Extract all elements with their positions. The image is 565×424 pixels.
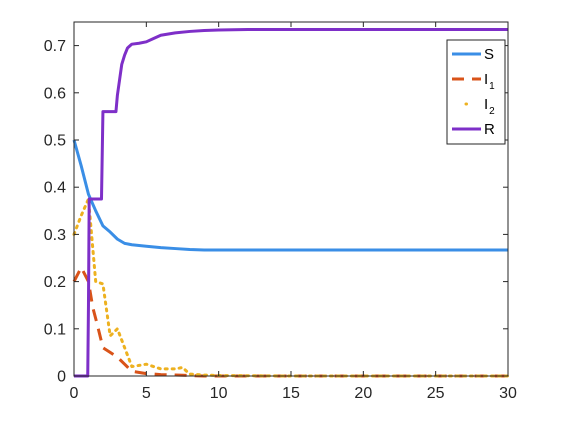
x-tick-label: 5: [142, 385, 151, 402]
legend-label-i1: I1: [484, 71, 495, 92]
y-tick-label: 0.2: [44, 274, 66, 291]
x-tick-label: 25: [427, 385, 445, 402]
legend-subscript: 1: [489, 81, 495, 92]
legend-label-r: R: [484, 121, 495, 138]
y-tick-label: 0.7: [44, 38, 66, 55]
y-tick-label: 0.4: [44, 180, 66, 197]
y-tick-label: 0.5: [44, 133, 66, 150]
y-tick-label: 0.6: [44, 85, 66, 102]
series-line-r: [74, 28, 508, 378]
legend-label-s: S: [484, 46, 494, 63]
series-line-i2: [72, 197, 510, 378]
x-tick-label: 15: [282, 385, 300, 402]
legend-subscript: 2: [489, 106, 495, 117]
x-tick-label: 20: [354, 385, 372, 402]
legend-label-i2: I2: [484, 96, 495, 117]
x-tick-label: 0: [70, 385, 79, 402]
ticks-layer: 0 5 10 15 20 25 30 0 0.1 0.2 0.3 0.4 0.5 0.6 0.7: [44, 22, 517, 402]
legend-box: [446, 39, 506, 145]
y-tick-label: 0.3: [44, 227, 66, 244]
y-tick-label: 0.1: [44, 321, 66, 338]
legend: S I1 I2 R: [446, 39, 506, 145]
x-tick-label: 10: [210, 385, 228, 402]
x-tick-label: 30: [499, 385, 517, 402]
plot-background: [74, 22, 508, 376]
y-tick-label: 0: [57, 369, 66, 386]
series-line-s: [72, 139, 508, 252]
